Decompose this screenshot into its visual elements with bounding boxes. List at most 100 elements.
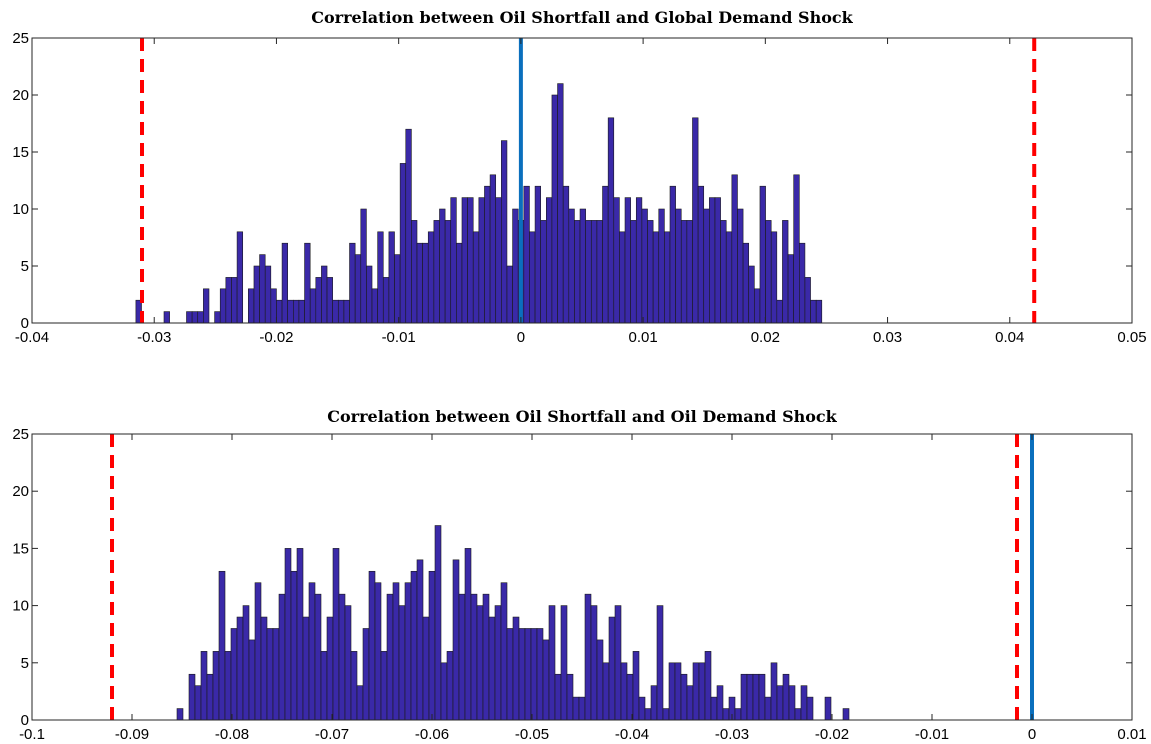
x-tick-label: -0.02	[815, 726, 849, 743]
histogram-bar	[725, 231, 733, 324]
histogram-bar	[675, 208, 682, 324]
histogram-bar	[254, 582, 262, 721]
histogram-bar	[176, 708, 184, 721]
histogram-bar	[686, 220, 693, 324]
histogram-bar	[668, 662, 676, 721]
histogram-bar	[540, 220, 547, 324]
histogram-bar	[620, 662, 628, 721]
histogram-bar	[456, 242, 463, 324]
histogram-bar	[270, 288, 277, 324]
histogram-bar	[354, 254, 362, 324]
histogram-bar	[737, 208, 744, 324]
histogram-bar	[788, 685, 796, 721]
axes-box	[31, 37, 1133, 324]
histogram-bar	[315, 277, 322, 324]
histogram-bar	[758, 673, 766, 721]
histogram-bar	[253, 265, 260, 324]
histogram-bar	[542, 639, 550, 721]
histogram-bar	[411, 220, 418, 324]
histogram-bar	[759, 185, 766, 324]
histogram-bar	[219, 288, 227, 324]
histogram-bar	[799, 242, 806, 324]
histogram-bar	[656, 605, 664, 721]
axes-box	[31, 433, 1133, 721]
histogram-bar	[644, 708, 652, 721]
histogram-bar	[444, 220, 452, 324]
histogram-bar	[236, 231, 244, 324]
histogram-bar	[551, 94, 558, 324]
x-tick-label: 0	[1028, 726, 1036, 743]
histogram-bar	[428, 570, 436, 721]
histogram-bar	[484, 185, 491, 324]
histogram-bar	[776, 299, 783, 324]
y-tick-label: 25	[12, 426, 29, 443]
x-tick-label: -0.03	[715, 726, 749, 743]
histogram-bar	[664, 231, 671, 324]
histogram-bar	[349, 242, 356, 324]
y-tick-label: 5	[21, 258, 29, 275]
histogram-bar	[231, 277, 238, 324]
histogram-bar	[714, 197, 721, 324]
histogram-bar	[296, 548, 304, 721]
histogram-bar	[770, 231, 778, 324]
histogram-bar	[344, 605, 352, 721]
x-tick-label: -0.06	[415, 726, 449, 743]
histogram-bar	[416, 242, 423, 324]
histogram-bar	[422, 242, 429, 324]
histogram-bar	[523, 185, 530, 324]
histogram-bar	[506, 628, 514, 721]
histogram-bar	[242, 605, 250, 721]
histogram-bar	[212, 651, 220, 721]
histogram-bar	[692, 662, 700, 721]
histogram-bar	[287, 299, 294, 324]
histogram-bar	[298, 299, 305, 324]
histogram-bar	[433, 220, 440, 324]
histogram-bar	[188, 673, 196, 721]
histogram-bar	[506, 265, 513, 324]
histogram-bar	[731, 174, 738, 324]
histogram-bar	[709, 197, 716, 324]
histogram-bar	[191, 311, 199, 324]
histogram-bar	[562, 185, 570, 324]
x-tick-label: 0	[517, 329, 525, 346]
histogram-bar	[248, 288, 255, 324]
x-tick-label: -0.05	[515, 726, 549, 743]
histogram-bar	[697, 185, 705, 324]
histogram-bar	[804, 277, 811, 324]
histogram-bar	[524, 628, 532, 721]
histogram-bar	[467, 197, 474, 324]
histogram-bar	[500, 582, 508, 721]
histogram-bar	[366, 265, 373, 324]
x-tick-label: -0.02	[259, 329, 293, 346]
histogram-bar	[512, 208, 519, 324]
histogram-bar	[638, 696, 646, 721]
histogram-bar	[398, 605, 406, 721]
histogram-bar	[662, 708, 670, 721]
histogram-bar	[560, 605, 568, 721]
histogram-bar	[225, 277, 232, 324]
histogram-bar	[278, 593, 286, 721]
histogram-bar	[326, 616, 334, 721]
x-tick-label: -0.04	[615, 726, 649, 743]
histogram-bar	[748, 265, 755, 324]
histogram-bar	[472, 231, 480, 324]
histogram-bar	[815, 299, 823, 324]
histogram-bar	[230, 628, 238, 721]
histogram-bar	[314, 593, 322, 721]
histogram-bar	[380, 651, 388, 721]
histogram-bar	[377, 231, 384, 324]
x-tick-label: -0.08	[215, 726, 249, 743]
histogram-bar	[206, 673, 214, 721]
histogram-bar	[632, 651, 640, 721]
histogram-bar	[626, 673, 634, 721]
histogram-bar	[290, 570, 298, 721]
histogram-bar	[686, 685, 694, 721]
histogram-bar	[650, 685, 658, 721]
histogram-bar	[800, 685, 808, 721]
histogram-bar	[293, 299, 300, 324]
histogram-bar	[692, 117, 699, 324]
histogram-bar	[536, 628, 544, 721]
histogram-bar	[720, 220, 727, 324]
histogram-bar	[602, 185, 609, 324]
